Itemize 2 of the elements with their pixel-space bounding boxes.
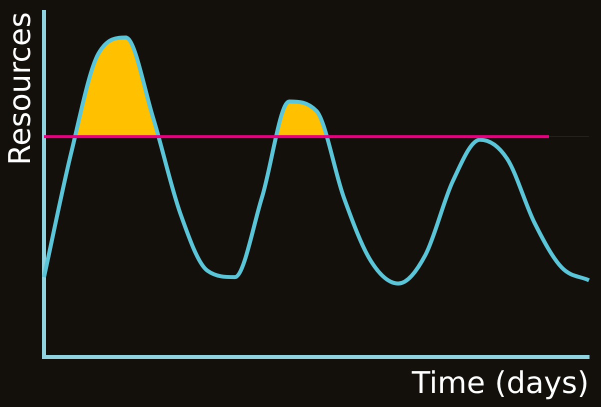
y-axis-title: Resources: [2, 12, 38, 166]
x-axis-title: Time (days): [410, 366, 589, 401]
